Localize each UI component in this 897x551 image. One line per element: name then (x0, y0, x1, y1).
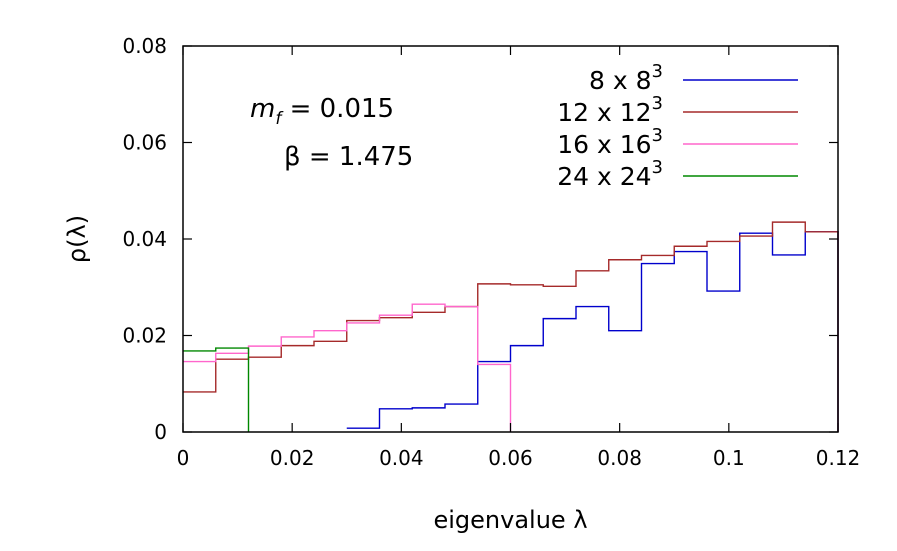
series-line-2 (183, 303, 512, 432)
series-line-3 (183, 347, 250, 432)
annotation-mass-value: = 0.015 (281, 94, 394, 124)
annotation-mass: mf = 0.015 (250, 94, 394, 129)
y-tick-label-3: 0.06 (122, 131, 167, 155)
x-tick-label-0: 0 (177, 446, 190, 470)
x-axis-label: eigenvalue λ (433, 506, 587, 534)
tick-labels: 0 0.02 0.04 0.06 0.08 0.1 0.12 0 0.02 0.04 0.06 0.0… (122, 34, 860, 470)
legend-label-3: 24 x 243 (557, 157, 663, 191)
annotation-mass-subscript: f (275, 109, 284, 129)
x-tick-label-4: 0.08 (597, 446, 642, 470)
y-tick-label-2: 0.04 (122, 227, 167, 251)
series-line-0 (346, 231, 839, 432)
legend-label-1: 12 x 123 (557, 93, 663, 127)
annotation-beta: β = 1.475 (284, 142, 413, 172)
x-tick-label-2: 0.04 (379, 446, 424, 470)
legend-label-0: 8 x 83 (589, 61, 663, 95)
x-tick-label-1: 0.02 (270, 446, 315, 470)
x-tick-label-5: 0.1 (713, 446, 745, 470)
series-layer (183, 221, 839, 432)
x-tick-label-3: 0.06 (488, 446, 533, 470)
y-tick-label-1: 0.02 (122, 324, 167, 348)
ticks-layer (182, 45, 839, 433)
y-tick-label-0: 0 (154, 420, 167, 444)
y-tick-label-4: 0.08 (122, 34, 167, 58)
x-tick-label-6: 0.12 (816, 446, 861, 470)
annotation-mass-symbol: m (250, 94, 275, 124)
series-line-1 (183, 221, 839, 432)
y-axis-label: ρ(λ) (63, 215, 91, 263)
legend-label-2: 16 x 163 (557, 125, 663, 159)
plot-area (182, 45, 839, 433)
